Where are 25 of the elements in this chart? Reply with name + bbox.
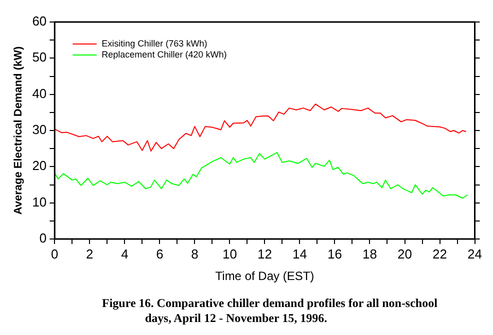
y-tick-label: 30 — [32, 122, 47, 138]
y-tick-label: 50 — [32, 50, 47, 65]
y-tick-label: 20 — [32, 158, 47, 174]
x-tick-label: 0 — [51, 246, 58, 262]
x-tick-label: 12 — [257, 246, 272, 262]
x-tick-label: 10 — [222, 246, 237, 262]
y-tick-label: 10 — [32, 194, 47, 210]
x-tick-label: 16 — [328, 246, 342, 262]
y-tick-label: 60 — [32, 14, 47, 29]
x-tick-label: 14 — [292, 246, 307, 262]
x-tick-label: 20 — [398, 246, 412, 262]
x-axis-title: Time of Day (EST) — [215, 269, 314, 284]
caption: Figure 16. Comparative chiller demand profiles for all non-school days, April 12 - November 15, 1996. — [101, 296, 438, 326]
legend-label: Exisiting Chiller (763 kWh) — [102, 38, 208, 48]
x-tick-label: 6 — [156, 246, 164, 262]
x-tick-label: 18 — [362, 246, 377, 262]
x-tick-label: 4 — [121, 246, 128, 262]
x-tick-label: 8 — [191, 246, 198, 262]
y-tick-label: 40 — [32, 86, 47, 101]
y-tick-label: 0 — [39, 230, 47, 246]
y-axis-title: Average Electrical Demand (kW) — [12, 46, 25, 215]
x-tick-label: 22 — [432, 246, 447, 262]
legend-label: Replacement Chiller (420 kWh) — [102, 49, 227, 60]
x-tick-label: 24 — [468, 246, 482, 262]
x-tick-label: 2 — [86, 246, 94, 262]
